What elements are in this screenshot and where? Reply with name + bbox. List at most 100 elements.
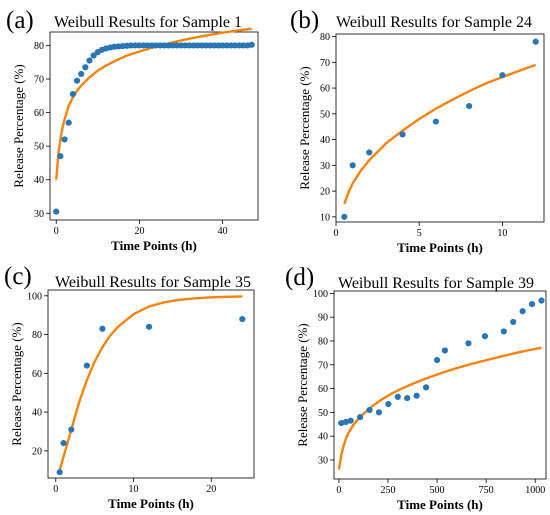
chart-panel-2: (b) Weibull Results for Sample 24 0 5 10 10 20…	[290, 7, 545, 255]
x-tick-label: 20	[206, 484, 216, 495]
data-point	[433, 356, 441, 364]
chart-panel-3: (c) Weibull Results for Sample 35 0 10 20 20 4…	[4, 263, 255, 511]
y-tick-label: 80	[318, 336, 328, 347]
y-tick-label: 60	[34, 108, 44, 119]
data-point	[69, 91, 76, 98]
data-point	[53, 208, 60, 215]
x-tick-label: 0	[53, 484, 58, 495]
data-point	[441, 347, 449, 354]
data-point	[68, 426, 75, 433]
y-tick-label: 50	[320, 109, 330, 120]
data-point	[404, 394, 411, 402]
data-point	[357, 414, 364, 421]
x-tick-label: 5	[417, 228, 422, 239]
chart-title: Weibull Results for Sample 24	[336, 14, 532, 31]
data-point	[432, 118, 439, 125]
data-point	[347, 417, 354, 424]
data-point	[86, 57, 93, 64]
y-tick-label: 70	[318, 360, 328, 371]
y-axis-label: Release Percentage (%)	[297, 66, 312, 189]
y-tick-label: 40	[34, 175, 44, 186]
data-point	[500, 328, 507, 335]
data-point	[532, 38, 539, 45]
y-axis-label: Release Percentage (%)	[9, 322, 24, 445]
y-axis-label: Release Percentage (%)	[295, 323, 310, 446]
y-tick-label: 70	[320, 58, 330, 69]
plot-area-frame	[333, 290, 547, 480]
y-tick-label: 90	[318, 313, 328, 324]
data-point	[366, 406, 373, 414]
data-point	[82, 64, 89, 71]
x-tick-label: 0	[54, 226, 59, 237]
plot-area-frame	[49, 31, 259, 221]
x-axis-label: Time Points (h)	[111, 238, 197, 253]
data-point	[349, 162, 356, 169]
x-axis-label: Time Points (h)	[397, 497, 483, 512]
data-point	[465, 340, 472, 347]
x-tick-label: 0	[336, 485, 341, 496]
y-tick-label: 50	[34, 142, 44, 153]
data-point	[61, 136, 68, 143]
fit-curve	[343, 63, 537, 205]
data-point	[481, 333, 489, 340]
y-tick-label: 60	[318, 384, 328, 395]
data-point	[399, 131, 406, 138]
data-point	[366, 149, 373, 156]
data-point	[385, 400, 392, 408]
data-point	[145, 323, 153, 330]
x-tick-label: 750	[479, 485, 494, 496]
data-point	[342, 418, 350, 425]
data-point	[341, 213, 348, 220]
data-point	[510, 318, 517, 326]
data-point	[83, 362, 90, 369]
panel-label: (a)	[6, 7, 34, 34]
panel-label: (c)	[4, 263, 32, 290]
y-tick-label: 80	[320, 32, 330, 43]
data-point	[65, 119, 72, 126]
data-point	[60, 440, 67, 447]
data-point	[375, 409, 383, 416]
data-point	[466, 103, 473, 110]
x-tick-label: 40	[218, 226, 228, 237]
x-tick-label: 250	[380, 485, 395, 496]
plot-area-frame	[335, 33, 545, 223]
chart-panel-4: (d) Weibull Results for Sample 39 0 250 500 7…	[285, 264, 547, 512]
data-point	[90, 52, 97, 59]
x-tick-label: 20	[134, 226, 144, 237]
data-point	[519, 308, 526, 315]
x-tick-label: 10	[497, 228, 507, 239]
panel-label: (d)	[285, 264, 314, 291]
fit-curve	[337, 346, 542, 470]
y-axis-label: Release Percentage (%)	[11, 64, 26, 187]
data-point	[422, 384, 430, 391]
data-point	[239, 315, 246, 323]
y-tick-label: 40	[320, 135, 330, 146]
y-tick-label: 100	[27, 291, 42, 302]
x-tick-label: 0	[334, 228, 339, 239]
data-point	[56, 469, 63, 476]
y-tick-label: 50	[318, 408, 328, 419]
panel-label: (b)	[290, 7, 319, 34]
y-tick-label: 30	[34, 209, 44, 220]
data-point	[248, 41, 255, 48]
y-tick-label: 30	[318, 455, 328, 466]
y-tick-label: 60	[320, 84, 330, 95]
chart-title: Weibull Results for Sample 1	[54, 14, 242, 31]
x-tick-label: 1000	[525, 485, 545, 496]
y-tick-label: 80	[32, 330, 42, 341]
data-point	[499, 72, 506, 79]
fit-curve	[55, 27, 252, 180]
y-tick-label: 60	[32, 369, 42, 380]
chart-panel-1: (a) Weibull Results for Sample 1 0 20 40 30 40…	[6, 7, 259, 253]
x-axis-label: Time Points (h)	[397, 240, 483, 255]
y-tick-label: 20	[32, 446, 42, 457]
chart-title: Weibull Results for Sample 35	[55, 274, 251, 291]
y-tick-label: 100	[313, 289, 328, 300]
data-point	[394, 393, 401, 400]
y-tick-label: 40	[32, 408, 42, 419]
data-point	[413, 392, 420, 399]
data-point	[338, 419, 345, 427]
y-tick-label: 80	[34, 41, 44, 52]
data-point	[78, 70, 85, 78]
